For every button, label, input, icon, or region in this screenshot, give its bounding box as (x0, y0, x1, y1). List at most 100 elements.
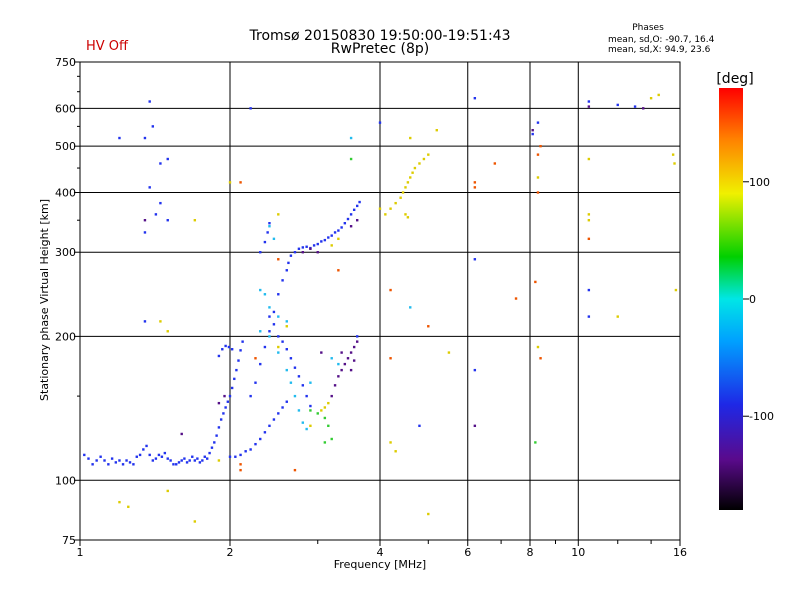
y-tick-label: 75 (62, 534, 76, 547)
data-point (201, 459, 204, 462)
data-point (203, 455, 206, 458)
data-point (157, 453, 161, 457)
data-point (316, 242, 319, 246)
data-point (166, 219, 169, 222)
data-point (159, 201, 162, 205)
data-point (277, 412, 280, 415)
data-point (172, 463, 175, 466)
data-point (237, 359, 240, 362)
data-point (330, 394, 333, 398)
data-point (649, 96, 653, 100)
y-tick-label: 750 (55, 56, 76, 69)
data-point (125, 459, 128, 462)
data-point (349, 157, 353, 161)
data-point (323, 406, 327, 409)
data-point (413, 166, 417, 170)
data-point (166, 489, 169, 493)
data-point (193, 520, 197, 523)
data-point (99, 455, 102, 458)
data-point (281, 340, 284, 343)
data-point (249, 107, 252, 110)
data-point (169, 459, 172, 462)
data-point (142, 448, 145, 451)
data-point (399, 196, 402, 199)
data-point (330, 357, 333, 360)
data-point (337, 269, 340, 272)
data-point (514, 297, 518, 300)
data-point (409, 136, 412, 140)
data-point (249, 394, 252, 398)
data-point (642, 107, 645, 110)
data-point (389, 357, 392, 360)
data-point (536, 121, 540, 124)
data-point (352, 208, 356, 212)
data-point (143, 231, 147, 234)
data-point (281, 279, 284, 282)
data-point (180, 459, 183, 462)
data-point (95, 459, 98, 462)
data-point (259, 288, 262, 292)
data-point (233, 377, 236, 381)
data-point (143, 320, 147, 323)
data-point (409, 176, 412, 179)
data-point (145, 444, 148, 448)
data-point (277, 335, 280, 338)
data-point (163, 451, 167, 455)
data-point (355, 204, 359, 208)
data-point (148, 453, 151, 457)
data-point (493, 162, 497, 165)
y-tick-label: 100 (55, 474, 76, 487)
data-point (166, 330, 169, 333)
data-point (239, 468, 242, 472)
data-point (316, 251, 319, 254)
data-point (281, 406, 284, 409)
data-points (83, 93, 678, 523)
data-point (259, 362, 262, 366)
data-point (118, 459, 121, 462)
data-point (193, 459, 197, 462)
data-point (333, 384, 337, 387)
colorbar-ticks: 100 0 -100 (743, 176, 774, 423)
data-point (616, 315, 619, 318)
data-point (227, 345, 231, 349)
data-point (587, 237, 591, 241)
data-point (389, 207, 392, 210)
colorbar-tick-label: 100 (749, 176, 770, 189)
data-point (254, 442, 257, 446)
data-point (349, 351, 353, 354)
data-point (183, 457, 186, 460)
data-point (228, 181, 232, 184)
data-point (228, 455, 232, 458)
data-point (473, 368, 477, 372)
data-point (268, 225, 271, 228)
data-point (352, 359, 356, 362)
data-point (135, 455, 138, 458)
data-point (333, 231, 337, 234)
data-point (185, 461, 189, 464)
data-point (121, 463, 125, 466)
data-point (473, 424, 477, 428)
data-point (330, 234, 333, 237)
data-point (285, 368, 288, 372)
data-point (301, 246, 305, 249)
data-point (222, 412, 225, 415)
data-point (427, 325, 430, 328)
data-point (355, 219, 359, 222)
data-point (389, 288, 392, 292)
data-point (87, 457, 90, 460)
data-point (587, 105, 591, 108)
data-point (188, 459, 191, 462)
data-point (118, 136, 121, 140)
data-point (228, 394, 232, 398)
data-point (268, 335, 271, 338)
y-tick-label: 300 (55, 246, 76, 259)
colorbar-tick-label: 0 (749, 293, 756, 306)
data-point (83, 453, 86, 457)
x-tick-label: 8 (527, 546, 534, 559)
data-point (217, 354, 221, 358)
colorbar-label: [deg] (716, 71, 753, 87)
data-point (289, 254, 293, 257)
data-point (378, 121, 382, 124)
x-axis-ticks: 1 2 4 6 8 10 16 (77, 540, 687, 559)
data-point (107, 463, 110, 466)
